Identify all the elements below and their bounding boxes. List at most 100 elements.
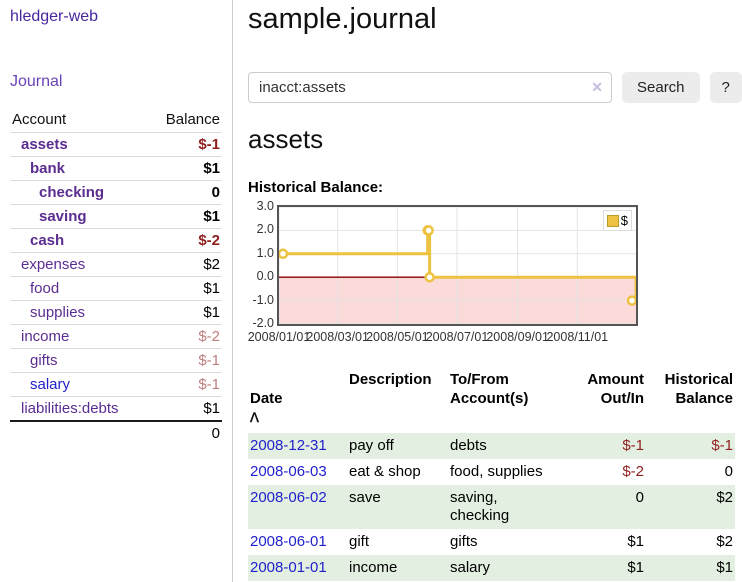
- accounts-header-account: Account: [12, 111, 67, 128]
- account-link[interactable]: income: [21, 328, 70, 345]
- historical-balance-chart: $ 3.0 2.0 1.0 0.0 -1.0 -2.0 2008/01/01 2008/03…: [247, 199, 735, 345]
- transaction-amount: $1: [627, 533, 644, 550]
- transaction-amount: 0: [635, 489, 644, 506]
- account-heading: assets: [248, 124, 324, 154]
- transaction-amount: $-1: [622, 437, 644, 454]
- account-row: cash $-2: [10, 228, 222, 252]
- search-button[interactable]: Search: [622, 72, 700, 103]
- account-link[interactable]: salary: [30, 376, 71, 393]
- transaction-amount: $1: [627, 559, 644, 576]
- account-link[interactable]: bank: [30, 160, 66, 177]
- account-row: saving $1: [10, 204, 222, 228]
- x-axis-tick-label: 2008/11/01: [546, 330, 609, 344]
- y-axis-tick-label: 1.0: [256, 245, 274, 260]
- transaction-date-link[interactable]: 2008-06-01: [250, 533, 327, 550]
- account-balance: $-2: [198, 328, 220, 345]
- x-axis-tick-label: 2008/09/01: [486, 330, 549, 344]
- x-axis-tick-label: 2008/01/01: [247, 330, 311, 344]
- accounts-total-value: 0: [211, 425, 220, 442]
- sort-ascending-icon: ᐱ: [250, 410, 259, 425]
- search-box: ✕: [248, 72, 612, 103]
- sidebar-item-journal[interactable]: Journal: [10, 73, 63, 90]
- y-axis-tick-label: 2.0: [256, 222, 274, 237]
- legend-swatch-icon: [606, 214, 619, 227]
- help-button[interactable]: ?: [709, 72, 742, 103]
- account-balance: $1: [203, 208, 220, 225]
- x-axis-tick-label: 2008/05/01: [366, 330, 429, 344]
- transaction-description: pay off: [349, 437, 394, 454]
- account-link[interactable]: assets: [21, 136, 68, 153]
- page-title: sample.journal: [248, 3, 437, 35]
- transaction-description: save: [349, 489, 381, 506]
- transaction-date-link[interactable]: 2008-06-02: [250, 489, 327, 506]
- chart-canvas: [277, 206, 638, 325]
- account-link[interactable]: gifts: [30, 352, 58, 369]
- account-link[interactable]: liabilities:debts: [21, 400, 119, 417]
- transaction-row: 2008-06-03 eat & shop food, supplies $-2 0: [248, 459, 735, 485]
- account-row: income $-2: [10, 324, 222, 348]
- transaction-accounts: saving, checking: [450, 489, 510, 524]
- column-header-description: Description: [349, 371, 432, 388]
- transaction-row: 2008-01-01 income salary $1 $1: [248, 555, 735, 581]
- account-balance: $-1: [198, 376, 220, 393]
- transaction-row: 2008-12-31 pay off debts $-1 $-1: [248, 433, 735, 459]
- transaction-accounts: salary: [450, 559, 491, 576]
- search-input[interactable]: [248, 72, 612, 103]
- accounts-table-header: Account Balance: [10, 108, 222, 132]
- y-axis-tick-label: 0.0: [256, 269, 274, 284]
- transaction-accounts: debts: [450, 437, 487, 454]
- account-balance: $1: [203, 280, 220, 297]
- accounts-total-row: 0: [10, 420, 222, 445]
- accounts-header-balance: Balance: [165, 111, 220, 128]
- account-row: checking 0: [10, 180, 222, 204]
- account-balance: $1: [203, 160, 220, 177]
- column-header-balance: Historical Balance: [664, 371, 733, 407]
- account-row: expenses $2: [10, 252, 222, 276]
- account-link[interactable]: food: [30, 280, 60, 297]
- chart-legend: $: [602, 210, 632, 231]
- transaction-date-link[interactable]: 2008-06-03: [250, 463, 327, 480]
- sidebar: hledger-web Journal Account Balance asse…: [0, 0, 233, 582]
- transactions-table: Date ᐱ Description To/From Account(s) Am…: [248, 368, 735, 581]
- transaction-date-link[interactable]: 2008-01-01: [250, 559, 327, 576]
- account-link[interactable]: saving: [39, 208, 87, 225]
- account-balance: $1: [203, 400, 220, 417]
- column-header-accounts: To/From Account(s): [450, 371, 529, 407]
- app-title-link[interactable]: hledger-web: [10, 8, 99, 25]
- legend-label: $: [620, 213, 628, 228]
- chart-plot: $: [277, 205, 638, 326]
- transaction-row: 2008-06-02 save saving, checking 0 $2: [248, 485, 735, 529]
- account-link[interactable]: checking: [39, 184, 105, 201]
- x-axis-tick-label: 2008/03/01: [306, 330, 369, 344]
- account-link[interactable]: cash: [30, 232, 65, 249]
- account-balance: $-1: [198, 136, 220, 153]
- column-header-date[interactable]: Date ᐱ: [248, 368, 347, 433]
- transaction-date-link[interactable]: 2008-12-31: [250, 437, 327, 454]
- transactions-header-row: Date ᐱ Description To/From Account(s) Am…: [248, 368, 735, 433]
- account-row: bank $1: [10, 156, 222, 180]
- account-link[interactable]: expenses: [21, 256, 86, 273]
- clear-search-icon[interactable]: ✕: [591, 79, 603, 95]
- account-row: assets $-1: [10, 132, 222, 156]
- transaction-balance: 0: [724, 463, 733, 480]
- transaction-amount: $-2: [622, 463, 644, 480]
- transaction-accounts: gifts: [450, 533, 478, 550]
- accounts-rows: assets $-1 bank $1 checking 0 saving $1 cash $-2 e…: [10, 132, 222, 420]
- y-axis-tick-label: -2.0: [252, 316, 274, 330]
- account-balance: $2: [203, 256, 220, 273]
- chart-label: Historical Balance:: [248, 179, 384, 196]
- y-axis-tick-label: 3.0: [256, 199, 274, 213]
- transaction-row: 2008-06-01 gift gifts $1 $2: [248, 529, 735, 555]
- account-row: liabilities:debts $1: [10, 396, 222, 420]
- transaction-accounts: food, supplies: [450, 463, 543, 480]
- account-row: food $1: [10, 276, 222, 300]
- account-link[interactable]: supplies: [30, 304, 86, 321]
- account-row: gifts $-1: [10, 348, 222, 372]
- main-content: sample.journal ✕ Search ? assets Histori…: [234, 0, 742, 582]
- account-row: supplies $1: [10, 300, 222, 324]
- accounts-table: Account Balance assets $-1 bank $1 checking 0…: [10, 108, 222, 445]
- account-balance: $-2: [198, 232, 220, 249]
- date-header-label: Date: [250, 390, 283, 407]
- transaction-balance: $-1: [711, 437, 733, 454]
- transaction-description: income: [349, 559, 398, 576]
